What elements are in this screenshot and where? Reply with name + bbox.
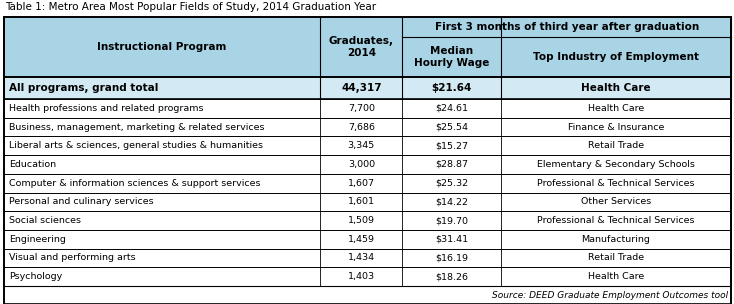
Bar [4,118,731,136]
Bar [4,77,731,99]
Text: Engineering: Engineering [9,235,66,244]
Text: Visual and performing arts: Visual and performing arts [9,254,136,262]
Text: $25.54: $25.54 [435,123,468,132]
Text: 1,434: 1,434 [348,254,375,262]
Text: Psychology: Psychology [9,272,62,281]
Text: 7,700: 7,700 [348,104,375,113]
Text: 7,686: 7,686 [348,123,375,132]
Text: Professional & Technical Services: Professional & Technical Services [537,216,694,225]
Text: $28.87: $28.87 [435,160,468,169]
Text: Social sciences: Social sciences [9,216,81,225]
Bar [4,77,731,99]
Bar [4,249,731,267]
Text: 1,459: 1,459 [348,235,375,244]
Text: Top Industry of Employment: Top Industry of Employment [533,52,699,62]
Text: All programs, grand total: All programs, grand total [9,83,159,93]
Text: Education: Education [9,160,56,169]
Text: Table 1: Metro Area Most Popular Fields of Study, 2014 Graduation Year: Table 1: Metro Area Most Popular Fields … [5,2,376,12]
Text: 3,000: 3,000 [348,160,375,169]
Text: 1,509: 1,509 [348,216,375,225]
Text: First 3 months of third year after graduation: First 3 months of third year after gradu… [435,22,699,32]
Bar [4,211,731,230]
Bar [4,17,731,77]
Bar [4,136,731,155]
Text: 44,317: 44,317 [341,83,382,93]
Text: Elementary & Secondary Schools: Elementary & Secondary Schools [537,160,694,169]
Text: Health professions and related programs: Health professions and related programs [9,104,203,113]
Text: $14.22: $14.22 [435,197,468,206]
Text: Retail Trade: Retail Trade [588,254,644,262]
Text: Health Care: Health Care [588,272,644,281]
Text: Graduates,
2014: Graduates, 2014 [329,36,394,58]
Text: $24.61: $24.61 [435,104,468,113]
Bar [4,192,731,211]
Bar [4,267,731,286]
Text: Business, management, marketing & related services: Business, management, marketing & relate… [9,123,264,132]
Text: $16.19: $16.19 [435,254,468,262]
Text: Health Care: Health Care [581,83,650,93]
Text: $19.70: $19.70 [435,216,468,225]
Text: Computer & information sciences & support services: Computer & information sciences & suppor… [9,179,261,188]
Text: Source: DEED Graduate Employment Outcomes tool: Source: DEED Graduate Employment Outcome… [492,291,728,299]
Bar [4,286,731,304]
Text: Personal and culinary services: Personal and culinary services [9,197,153,206]
Text: Health Care: Health Care [588,104,644,113]
Bar [4,155,731,174]
Text: Liberal arts & sciences, general studies & humanities: Liberal arts & sciences, general studies… [9,141,263,150]
Text: 1,601: 1,601 [348,197,375,206]
Text: 1,607: 1,607 [348,179,375,188]
Text: $21.64: $21.64 [432,83,472,93]
Text: Retail Trade: Retail Trade [588,141,644,150]
Text: $15.27: $15.27 [435,141,468,150]
Text: Other Services: Other Services [581,197,651,206]
Bar [4,230,731,249]
Text: Professional & Technical Services: Professional & Technical Services [537,179,694,188]
Text: $31.41: $31.41 [435,235,468,244]
Bar [4,17,731,77]
Text: Manufacturing: Manufacturing [581,235,650,244]
Text: 3,345: 3,345 [348,141,375,150]
Text: $18.26: $18.26 [435,272,468,281]
Text: 1,403: 1,403 [348,272,375,281]
Text: Median
Hourly Wage: Median Hourly Wage [414,46,489,68]
Bar [4,99,731,118]
Text: $25.32: $25.32 [435,179,468,188]
Text: Finance & Insurance: Finance & Insurance [567,123,664,132]
Text: Instructional Program: Instructional Program [98,42,227,52]
Bar [4,174,731,192]
